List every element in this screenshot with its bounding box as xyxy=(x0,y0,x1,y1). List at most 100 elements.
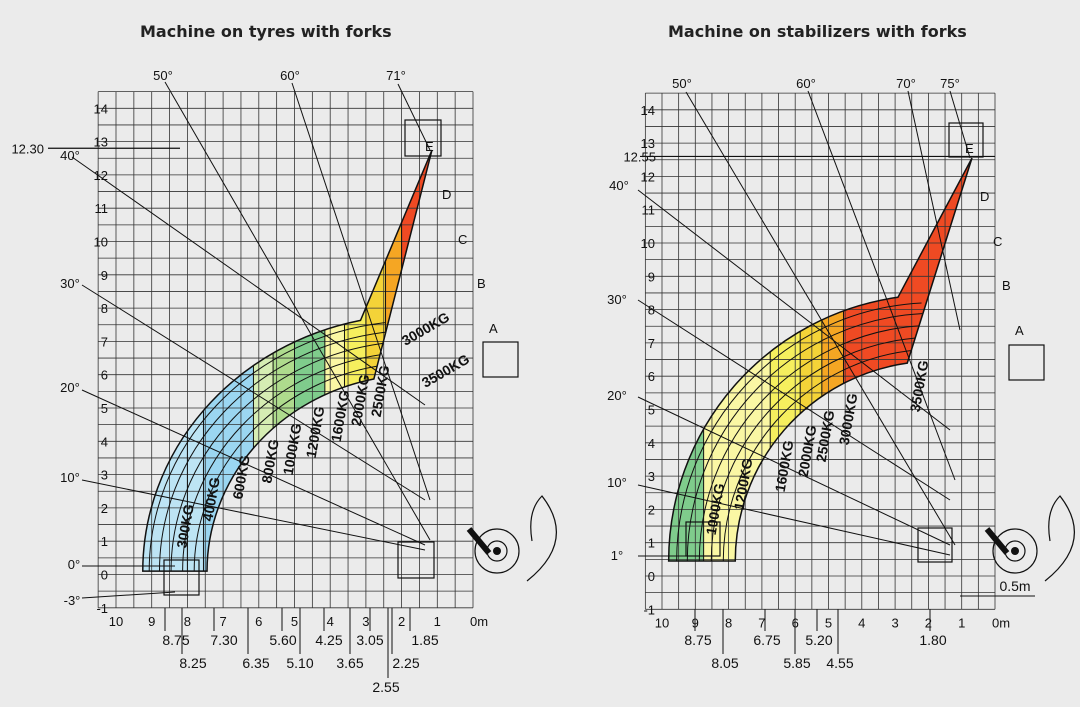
boom-position-label: E xyxy=(425,139,434,154)
capacity-label: 3500KG xyxy=(907,359,932,413)
x-tick-label: 10 xyxy=(655,615,669,630)
angle-line xyxy=(164,81,431,541)
grid xyxy=(97,91,474,609)
x-tick-label: 8 xyxy=(184,614,191,629)
fork-carriage xyxy=(685,521,721,557)
fork-carriage xyxy=(482,341,519,378)
angle-label: 70° xyxy=(896,76,916,91)
angle-label: 40° xyxy=(60,148,80,163)
angle-label: 20° xyxy=(607,388,627,403)
y-tick-label: 9 xyxy=(648,269,655,284)
capacity-label: 1600KG xyxy=(772,439,797,493)
machine-outline xyxy=(1044,495,1075,582)
x-tick-label: 3 xyxy=(362,614,369,629)
y-tick-label: 3 xyxy=(101,468,108,483)
x-tick-label: 4 xyxy=(327,614,334,629)
boom-base xyxy=(466,527,492,555)
x-tick-label: 5 xyxy=(825,615,832,630)
x-tick-label: 0m xyxy=(992,615,1010,630)
angle-lines xyxy=(637,90,971,557)
y-tick-label: 7 xyxy=(101,334,108,349)
reach-label: 2.25 xyxy=(392,655,419,671)
chart-stabilizers: 50° 60° 70° 75°40°30°20°10°1°-1012345678910… xyxy=(607,76,1075,671)
boom-arc xyxy=(710,337,924,562)
reach-label: 5.10 xyxy=(286,655,313,671)
angle-line xyxy=(81,389,426,546)
x-tick-label: 2 xyxy=(925,615,932,630)
angle-line xyxy=(81,591,176,599)
y-tick-label: 8 xyxy=(101,301,108,316)
boom-position-label: D xyxy=(980,189,989,204)
angle-label: 10° xyxy=(60,470,80,485)
x-tick-label: 9 xyxy=(148,614,155,629)
capacity-label: 1000KG xyxy=(280,422,305,476)
x-tick-label: 7 xyxy=(758,615,765,630)
max-height-label: 12.55 xyxy=(623,149,656,164)
angle-label: 60° xyxy=(280,68,300,83)
reach-label: 3.65 xyxy=(336,655,363,671)
fork-carriage xyxy=(404,119,442,157)
x-tick-label: 10 xyxy=(109,614,123,629)
y-tick-label: 8 xyxy=(648,303,655,318)
angle-label: 75° xyxy=(940,76,960,91)
y-tick-label: -1 xyxy=(643,602,655,617)
y-tick-label: 11 xyxy=(642,203,656,218)
x-tick-label: 1 xyxy=(958,615,965,630)
boom-position-label: B xyxy=(1002,278,1011,293)
y-tick-label: 6 xyxy=(648,369,655,384)
y-tick-label: 12 xyxy=(641,169,655,184)
fork-carriage xyxy=(397,541,435,579)
angle-label: 50° xyxy=(672,76,692,91)
angle-label: 60° xyxy=(796,76,816,91)
angle-line xyxy=(685,91,956,546)
boom-arc xyxy=(193,363,391,572)
boom-arc xyxy=(148,322,386,572)
angle-line xyxy=(71,156,426,406)
x-tick-label: 3 xyxy=(891,615,898,630)
y-tick-label: 5 xyxy=(648,403,655,418)
reach-label: 8.75 xyxy=(162,632,189,648)
angle-line xyxy=(81,479,426,551)
y-tick-label: 2 xyxy=(648,502,655,517)
y-tick-label: -1 xyxy=(96,601,108,616)
boom-position-label: C xyxy=(993,234,1002,249)
reach-label: 8.05 xyxy=(711,655,738,671)
angle-label: -3° xyxy=(64,593,81,608)
y-tick-label: 4 xyxy=(648,436,655,451)
capacity-label: 3000KG xyxy=(399,309,452,349)
boom-base xyxy=(984,527,1010,555)
boom-position-label: B xyxy=(477,276,486,291)
boom-arc xyxy=(698,325,923,562)
angle-label: 20° xyxy=(60,380,80,395)
reach-label: 8.75 xyxy=(684,632,711,648)
scale-note: 0.5m xyxy=(999,578,1030,594)
angle-label: 40° xyxy=(609,178,629,193)
wheel xyxy=(992,528,1038,574)
boom-position-label: A xyxy=(1015,323,1024,338)
reach-label: 1.80 xyxy=(919,632,946,648)
working-envelope xyxy=(142,149,433,572)
reach-label: 3.05 xyxy=(356,632,383,648)
x-tick-label: 0m xyxy=(470,614,488,629)
fork-carriage xyxy=(1008,344,1045,381)
angle-label: 50° xyxy=(153,68,173,83)
y-tick-label: 10 xyxy=(641,236,655,251)
max-height-label: 12.30 xyxy=(11,141,44,156)
reach-label: 5.85 xyxy=(783,655,810,671)
reach-label: 6.35 xyxy=(242,655,269,671)
boom-arc xyxy=(158,331,387,572)
y-tick-label: 0 xyxy=(648,569,655,584)
y-tick-label: 11 xyxy=(95,201,109,216)
y-tick-label: 13 xyxy=(641,136,655,151)
y-tick-label: 5 xyxy=(101,401,108,416)
reach-label: 4.25 xyxy=(315,632,342,648)
boom-position-label: D xyxy=(442,187,451,202)
angle-line xyxy=(81,284,426,501)
boom-position-label: E xyxy=(965,141,974,156)
angle-line xyxy=(637,299,951,501)
y-tick-label: 0 xyxy=(101,568,108,583)
y-tick-label: 9 xyxy=(101,268,108,283)
reach-label: 4.55 xyxy=(826,655,853,671)
angle-label: 0° xyxy=(68,557,80,572)
